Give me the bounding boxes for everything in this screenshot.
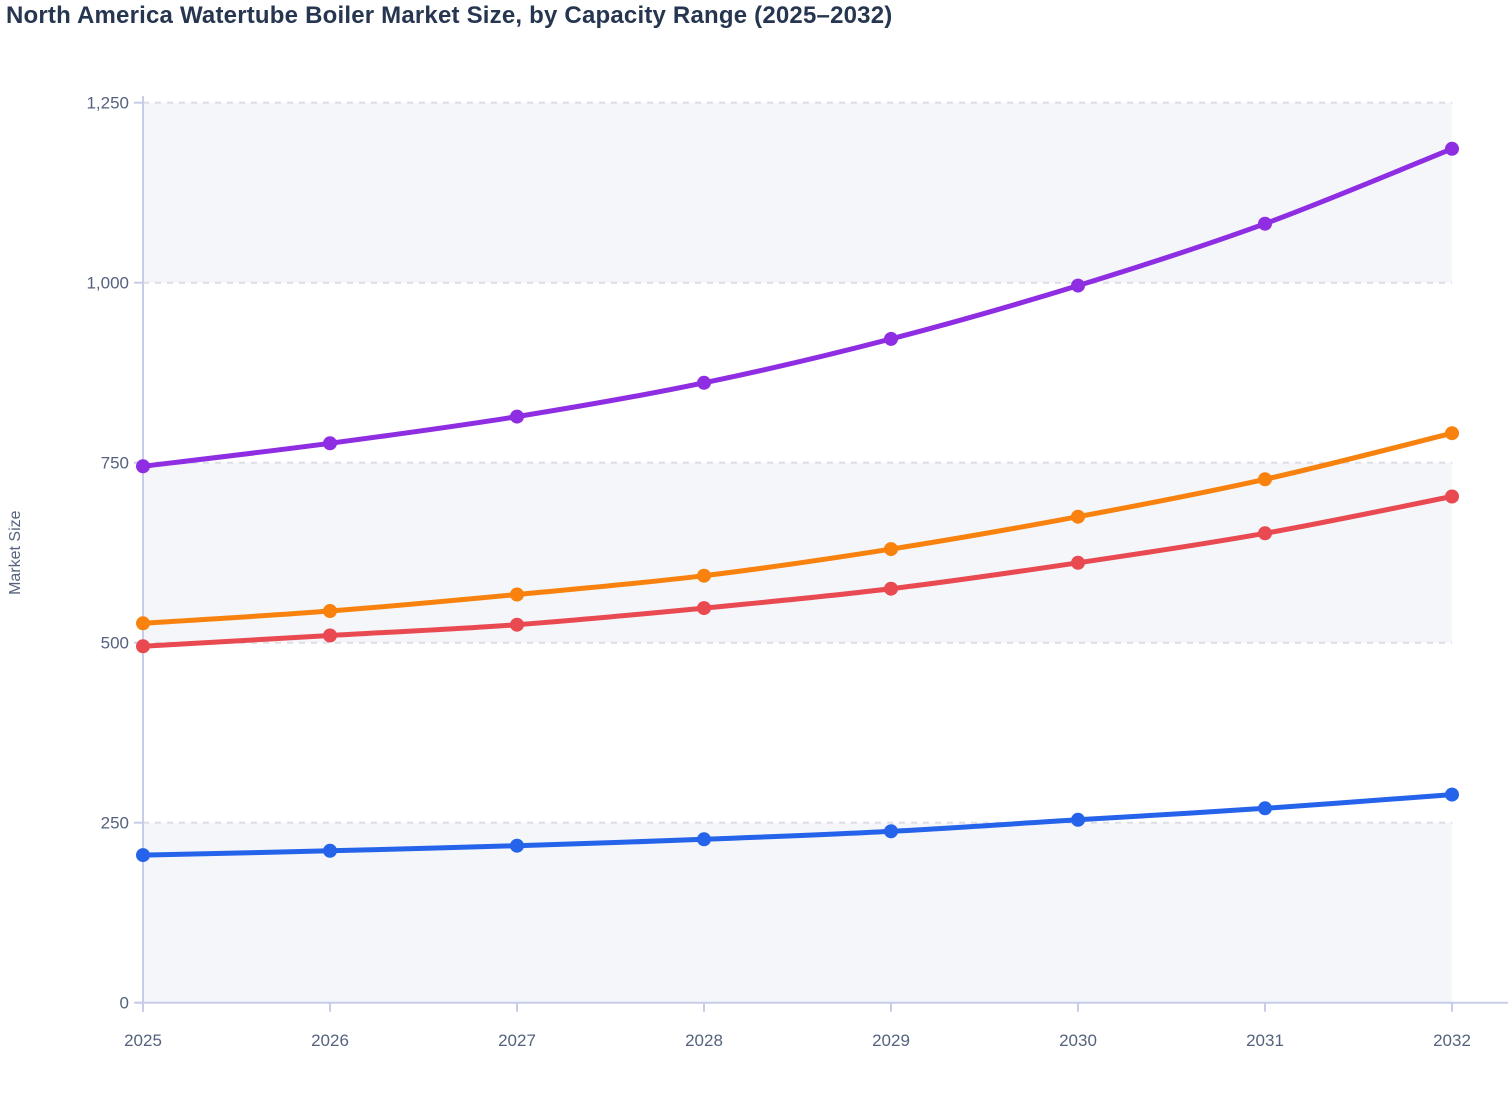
point-series-purple-2026[interactable] [323, 436, 337, 451]
x-tick-label-2029: 2029 [872, 1031, 910, 1050]
point-series-red-2029[interactable] [884, 581, 898, 596]
point-series-blue-2030[interactable] [1071, 812, 1085, 827]
line-series-orange [140, 430, 1455, 626]
point-series-orange-2027[interactable] [510, 587, 524, 602]
point-series-blue-2027[interactable] [510, 838, 524, 853]
x-tick-label-2030: 2030 [1059, 1031, 1097, 1050]
point-series-purple-2032[interactable] [1445, 141, 1459, 156]
x-tick-label-2027: 2027 [498, 1031, 536, 1050]
point-series-purple-2027[interactable] [510, 409, 524, 424]
point-series-orange-2028[interactable] [697, 568, 711, 583]
y-tick-label-750: 750 [101, 454, 129, 473]
point-series-blue-2032[interactable] [1445, 787, 1459, 802]
point-series-orange-2026[interactable] [323, 604, 337, 618]
point-series-blue-2029[interactable] [884, 824, 898, 839]
x-tick-label-2028: 2028 [685, 1031, 723, 1050]
point-series-orange-2029[interactable] [884, 542, 898, 557]
point-series-blue-2031[interactable] [1258, 801, 1272, 816]
x-tick-label-2032: 2032 [1433, 1031, 1471, 1050]
point-series-red-2026[interactable] [323, 628, 337, 643]
x-tick-label-2025: 2025 [124, 1031, 162, 1050]
y-tick-label-1250: 1,250 [86, 94, 129, 113]
y-tick-label-500: 500 [101, 634, 129, 653]
point-series-purple-2030[interactable] [1071, 278, 1085, 293]
y-tick-label-250: 250 [101, 814, 129, 833]
point-series-red-2030[interactable] [1071, 555, 1085, 570]
chart-title: North America Watertube Boiler Market Si… [6, 2, 893, 29]
point-series-purple-2028[interactable] [697, 375, 711, 390]
point-series-orange-2030[interactable] [1071, 509, 1085, 524]
x-tick-label-2031: 2031 [1246, 1031, 1284, 1050]
line-series-red [140, 494, 1455, 649]
point-series-orange-2025[interactable] [136, 616, 150, 631]
plot-band-1000-1250 [143, 102, 1452, 283]
point-series-orange-2032[interactable] [1445, 426, 1459, 441]
point-series-purple-2025[interactable] [136, 459, 150, 474]
point-series-red-2028[interactable] [697, 601, 711, 616]
point-series-blue-2028[interactable] [697, 832, 711, 847]
x-tick-label-2026: 2026 [311, 1031, 349, 1050]
y-axis-title: Market Size [7, 510, 24, 595]
point-series-orange-2031[interactable] [1258, 472, 1272, 487]
plot-band-0-250 [143, 822, 1452, 1003]
point-series-purple-2029[interactable] [884, 331, 898, 346]
point-series-red-2031[interactable] [1258, 526, 1272, 541]
point-series-red-2025[interactable] [136, 639, 150, 654]
line-series-purple [140, 146, 1455, 469]
y-tick-label-1000: 1,000 [86, 274, 129, 293]
point-series-blue-2025[interactable] [136, 848, 150, 863]
point-series-blue-2026[interactable] [323, 843, 337, 858]
line-series-blue [140, 792, 1455, 858]
plot-band-500-750 [143, 462, 1452, 643]
point-series-red-2027[interactable] [510, 617, 524, 632]
point-series-purple-2031[interactable] [1258, 216, 1272, 231]
y-tick-label-0: 0 [120, 994, 129, 1013]
point-series-red-2032[interactable] [1445, 489, 1459, 504]
